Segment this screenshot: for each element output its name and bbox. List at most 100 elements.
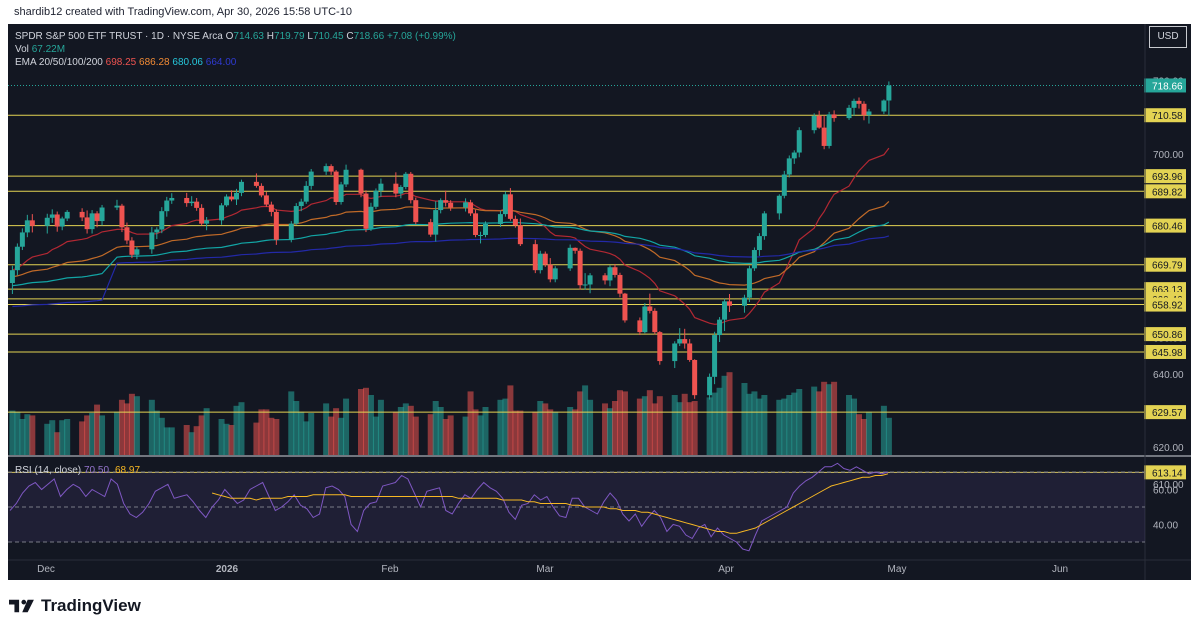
volume-bar [676,402,683,455]
volume-bar [711,392,718,455]
candle-body [567,247,573,269]
ohlc-o-label: O [225,31,234,42]
volume-bar [84,415,91,455]
volume-bar [621,391,628,455]
candle-body [682,339,688,344]
last-price-label: 718.66 [1152,81,1183,92]
volume-bar [14,411,21,455]
candle-body [94,213,100,222]
volume-bar [811,386,818,455]
volume-bar [587,399,594,455]
volume-bar [203,408,210,455]
volume-bar [776,399,783,455]
price-change: +7.08 (+0.99%) [386,31,456,42]
candle-body [851,100,857,108]
level-tag [1144,344,1186,359]
candle-body [323,166,329,172]
ohlc-low: 710.45 [312,31,344,42]
volume-bar [517,410,524,455]
volume-bar [218,419,225,455]
volume-bar [482,407,489,455]
candle-body [542,253,548,265]
volume-bar [358,389,364,455]
x-tick-label: Mar [536,564,554,575]
volume-bar [308,413,315,455]
x-tick-label: Feb [381,564,399,575]
volume-bar [781,398,788,455]
volume-bar [572,409,579,455]
candle-body [184,197,190,204]
volume-bar [577,391,584,455]
candle-body [776,195,782,214]
currency-button[interactable]: USD [1149,26,1187,48]
candle-body [238,181,244,193]
candle-body [129,240,135,255]
candle-body [612,267,618,275]
candle-body [572,247,578,251]
volume-bar [432,401,439,455]
volume-bar [24,414,31,455]
volume-bar [791,392,798,455]
volume-bar [721,375,728,455]
candle-body [114,205,120,208]
tradingview-logo-icon [9,599,34,613]
volume-bar [158,417,165,455]
volume-bar [796,389,803,455]
rsi-title: RSI (14, close) [15,465,81,476]
x-tick-label: 2026 [216,564,239,575]
level-tag-label: 645.98 [1152,348,1183,359]
rsi-ma-line [211,473,889,534]
volume-bar [183,425,190,455]
candle-body [751,250,757,269]
volume-bar [193,426,200,455]
level-tag [1144,169,1186,184]
volume-bar [64,419,71,455]
candle-body [79,211,85,218]
volume-bar [547,409,554,455]
volume-bar [333,408,340,455]
x-tick-label: Dec [37,564,55,575]
candle-body [816,115,822,128]
candle-body [328,166,334,172]
level-tag-label: 658.92 [1152,301,1183,312]
candle-body [363,193,369,229]
volume-bar [372,416,379,455]
volume-bar [407,405,414,455]
volume-bar [273,419,280,455]
volume-bar [751,391,758,455]
candle-body [14,246,20,271]
volume-bar [821,381,828,455]
volume-bar [303,421,310,455]
candle-body [124,227,130,241]
ema200-line [12,235,890,308]
candle-body [602,275,608,281]
tradingview-logo: TradingView [9,596,141,616]
volume-bar [512,410,519,455]
candle-body [746,268,752,298]
ema50-line [12,200,890,286]
candle-body [288,223,294,240]
candle-body [677,339,683,344]
volume-bar [846,395,853,455]
volume-bar [880,405,887,455]
candle-body [692,359,698,396]
ohlc-h-label: H [266,31,275,42]
x-tick-label: May [888,564,907,575]
candle-body [722,301,728,320]
candle-body [727,301,733,306]
candle-body [443,200,449,203]
ema100-line [12,221,890,287]
candle-body [502,194,508,215]
candle-body [428,222,434,235]
candle-body [607,267,613,281]
volume-bar [19,419,26,455]
candle-body [408,173,414,201]
volume-bar [133,396,140,455]
volume-bar [816,391,823,455]
volume-bar [497,399,504,455]
volume-bar [148,399,155,455]
legend-symbol-line: SPDR S&P 500 ETF TRUST · 1D · NYSE Arca … [15,31,456,42]
candle-body [483,224,488,235]
volume-bar [602,403,609,455]
